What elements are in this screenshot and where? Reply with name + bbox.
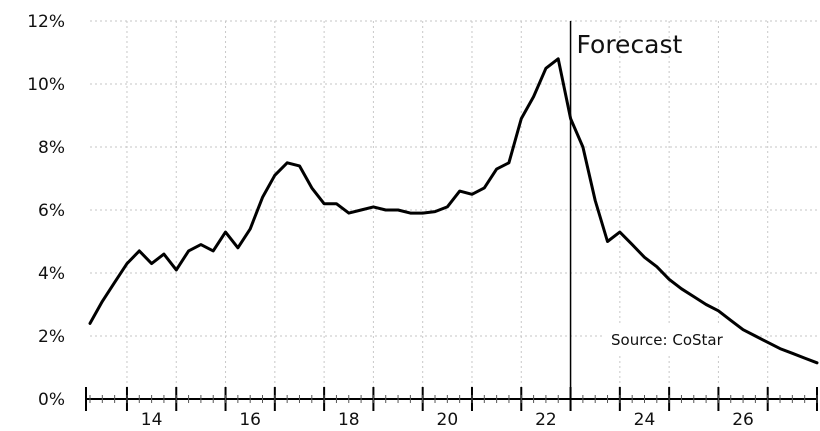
y-tick-label: 0% xyxy=(38,390,65,410)
gridlines xyxy=(90,20,817,399)
y-tick-label: 4% xyxy=(38,264,65,284)
forecast-label: Forecast xyxy=(577,30,683,59)
x-tick-label: 26 xyxy=(732,410,754,430)
y-tick-label: 6% xyxy=(38,201,65,221)
source-label-background xyxy=(604,326,756,353)
y-tick-label: 12% xyxy=(27,12,65,32)
x-tick-label: 24 xyxy=(634,410,656,430)
series-line xyxy=(88,57,819,365)
x-tick-label: 22 xyxy=(535,410,557,430)
source-label: Source: CoStar xyxy=(611,331,724,349)
y-tick-label: 2% xyxy=(38,327,65,347)
y-axis: 0% 2% 4% 6% 8% 10% 12% xyxy=(27,12,65,410)
x-tick-label: 20 xyxy=(437,410,459,430)
y-tick-label: 8% xyxy=(38,138,65,158)
y-tick-label: 10% xyxy=(27,75,65,95)
x-tick-label: 18 xyxy=(338,410,360,430)
x-tick-label: 16 xyxy=(239,410,261,430)
x-tick-label: 14 xyxy=(141,410,163,430)
x-axis: 14 16 18 20 22 24 26 xyxy=(85,387,818,430)
